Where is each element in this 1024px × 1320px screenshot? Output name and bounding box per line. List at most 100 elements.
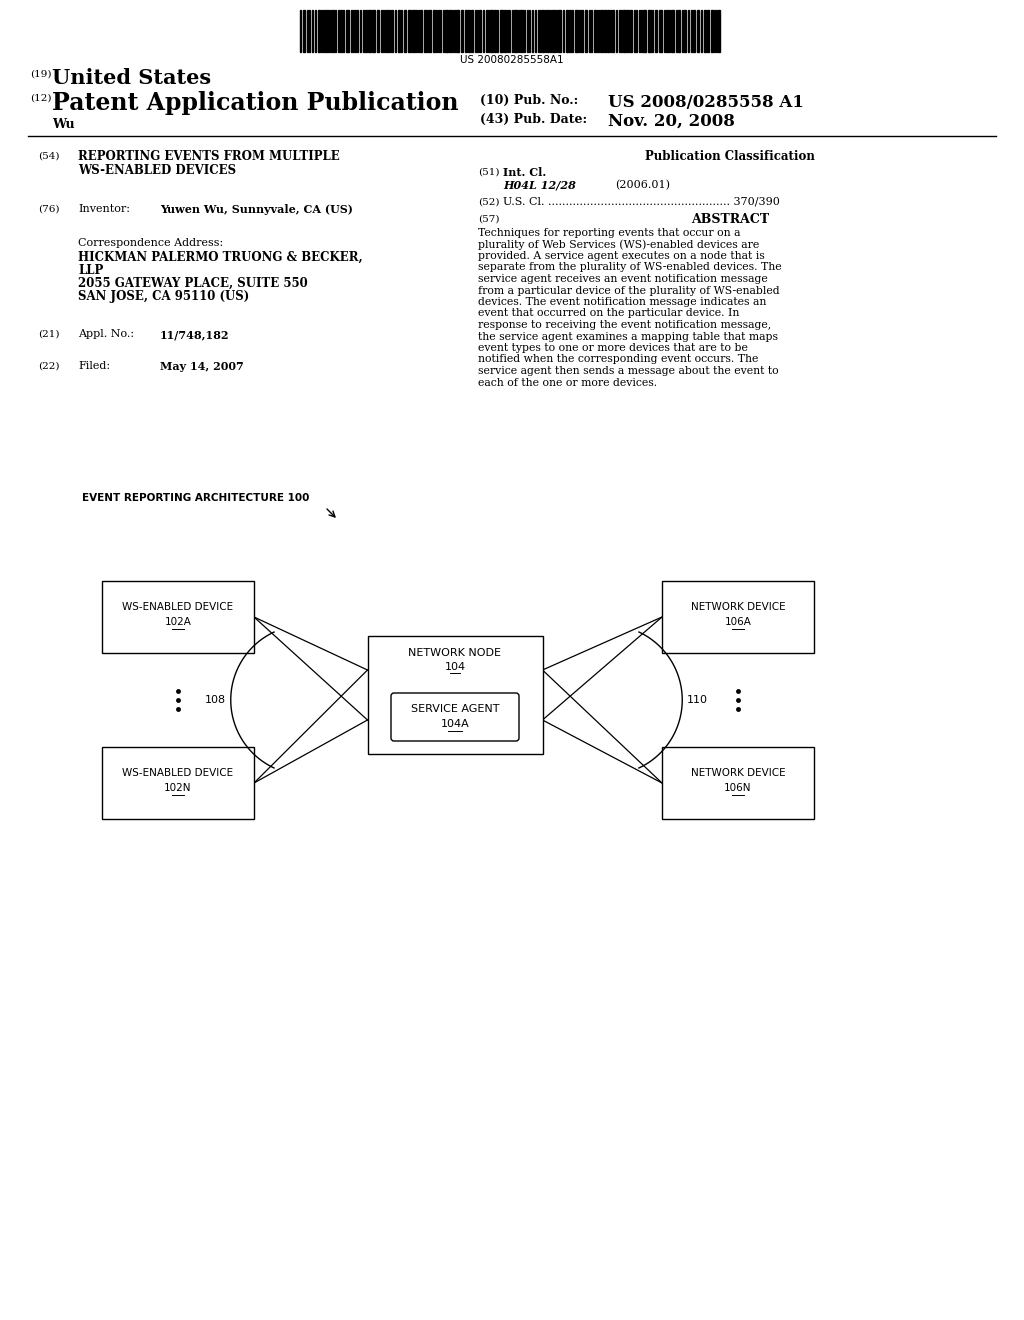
Bar — [500, 11, 503, 51]
Text: 104: 104 — [444, 663, 466, 672]
Text: Techniques for reporting events that occur on a: Techniques for reporting events that occ… — [478, 228, 740, 238]
Bar — [627, 11, 629, 51]
Bar — [102, 747, 254, 818]
Bar — [643, 11, 646, 51]
Text: Patent Application Publication: Patent Application Publication — [52, 91, 459, 115]
Bar — [678, 11, 680, 51]
Bar — [558, 11, 561, 51]
Text: 11/748,182: 11/748,182 — [160, 329, 229, 341]
Bar — [655, 11, 656, 51]
Text: US 20080285558A1: US 20080285558A1 — [460, 55, 564, 65]
Bar — [368, 636, 543, 754]
Text: 108: 108 — [205, 696, 225, 705]
Text: (12): (12) — [30, 94, 51, 103]
Text: SERVICE AGENT: SERVICE AGENT — [411, 704, 500, 714]
Bar — [648, 11, 651, 51]
Bar — [372, 11, 375, 51]
Bar — [615, 11, 617, 51]
Bar — [640, 11, 642, 51]
Text: Publication Classification: Publication Classification — [645, 150, 815, 162]
Bar — [325, 11, 327, 51]
Bar — [494, 11, 496, 51]
Text: H04L 12/28: H04L 12/28 — [503, 180, 575, 191]
Bar — [601, 11, 602, 51]
Bar — [662, 581, 814, 653]
Text: response to receiving the event notification message,: response to receiving the event notifica… — [478, 319, 771, 330]
Bar — [569, 11, 570, 51]
Text: service agent then sends a message about the event to: service agent then sends a message about… — [478, 366, 778, 376]
Bar — [718, 11, 720, 51]
Bar — [424, 11, 426, 51]
Text: event that occurred on the particular device. In: event that occurred on the particular de… — [478, 309, 739, 318]
Bar — [716, 11, 717, 51]
Bar — [662, 747, 814, 818]
Text: ABSTRACT: ABSTRACT — [691, 213, 769, 226]
Text: NETWORK DEVICE: NETWORK DEVICE — [690, 768, 785, 777]
Text: Wu: Wu — [52, 117, 75, 131]
Text: provided. A service agent executes on a node that is: provided. A service agent executes on a … — [478, 251, 765, 261]
Text: US 2008/0285558 A1: US 2008/0285558 A1 — [608, 94, 804, 111]
Text: Inventor:: Inventor: — [78, 205, 130, 214]
Text: Correspondence Address:: Correspondence Address: — [78, 238, 223, 248]
Bar — [676, 11, 677, 51]
Text: WS-ENABLED DEVICE: WS-ENABLED DEVICE — [123, 768, 233, 777]
Bar — [432, 11, 434, 51]
Text: SAN JOSE, CA 95110 (US): SAN JOSE, CA 95110 (US) — [78, 290, 249, 304]
Bar — [340, 11, 341, 51]
Bar — [509, 11, 510, 51]
Bar — [429, 11, 431, 51]
Text: from a particular device of the plurality of WS-enabled: from a particular device of the pluralit… — [478, 285, 779, 296]
Bar — [338, 11, 339, 51]
Bar — [634, 11, 635, 51]
Text: (51): (51) — [478, 168, 500, 177]
Text: each of the one or more devices.: each of the one or more devices. — [478, 378, 657, 388]
Bar — [328, 11, 329, 51]
Bar — [574, 11, 578, 51]
Text: event types to one or more devices that are to be: event types to one or more devices that … — [478, 343, 748, 352]
Bar — [581, 11, 583, 51]
Text: 104A: 104A — [440, 719, 469, 729]
Bar — [490, 11, 493, 51]
Bar — [386, 11, 388, 51]
Text: Appl. No.:: Appl. No.: — [78, 329, 134, 339]
Text: (19): (19) — [30, 70, 51, 79]
Bar — [658, 11, 662, 51]
Bar — [408, 11, 410, 51]
Bar — [368, 11, 371, 51]
Text: EVENT REPORTING ARCHITECTURE 100: EVENT REPORTING ARCHITECTURE 100 — [82, 492, 309, 503]
Text: (76): (76) — [38, 205, 59, 214]
Text: REPORTING EVENTS FROM MULTIPLE: REPORTING EVENTS FROM MULTIPLE — [78, 150, 340, 162]
Text: May 14, 2007: May 14, 2007 — [160, 360, 244, 372]
Bar — [102, 581, 254, 653]
Text: (10) Pub. No.:: (10) Pub. No.: — [480, 94, 579, 107]
Text: 102N: 102N — [164, 783, 191, 793]
Bar — [317, 11, 319, 51]
Bar — [398, 11, 400, 51]
Text: 2055 GATEWAY PLACE, SUITE 550: 2055 GATEWAY PLACE, SUITE 550 — [78, 277, 308, 290]
Bar — [523, 11, 525, 51]
Bar — [365, 11, 367, 51]
Bar — [711, 11, 713, 51]
Text: devices. The event notification message indicates an: devices. The event notification message … — [478, 297, 766, 308]
Bar — [352, 11, 354, 51]
Text: (54): (54) — [38, 152, 59, 161]
Bar — [485, 11, 487, 51]
Text: HICKMAN PALERMO TRUONG & BECKER,: HICKMAN PALERMO TRUONG & BECKER, — [78, 251, 362, 264]
Bar — [684, 11, 686, 51]
Text: (22): (22) — [38, 362, 59, 371]
Text: the service agent examines a mapping table that maps: the service agent examines a mapping tab… — [478, 331, 778, 342]
Text: 110: 110 — [687, 696, 709, 705]
Bar — [404, 11, 406, 51]
Bar — [547, 11, 549, 51]
Bar — [468, 11, 469, 51]
Text: (52): (52) — [478, 198, 500, 207]
Text: NETWORK DEVICE: NETWORK DEVICE — [690, 602, 785, 612]
Bar — [589, 11, 590, 51]
Text: (43) Pub. Date:: (43) Pub. Date: — [480, 114, 587, 125]
Text: separate from the plurality of WS-enabled devices. The: separate from the plurality of WS-enable… — [478, 263, 781, 272]
Bar — [692, 11, 694, 51]
Bar — [630, 11, 632, 51]
Text: U.S. Cl. .................................................... 370/390: U.S. Cl. ...............................… — [503, 197, 780, 207]
Bar — [471, 11, 473, 51]
Text: 106A: 106A — [725, 616, 752, 627]
